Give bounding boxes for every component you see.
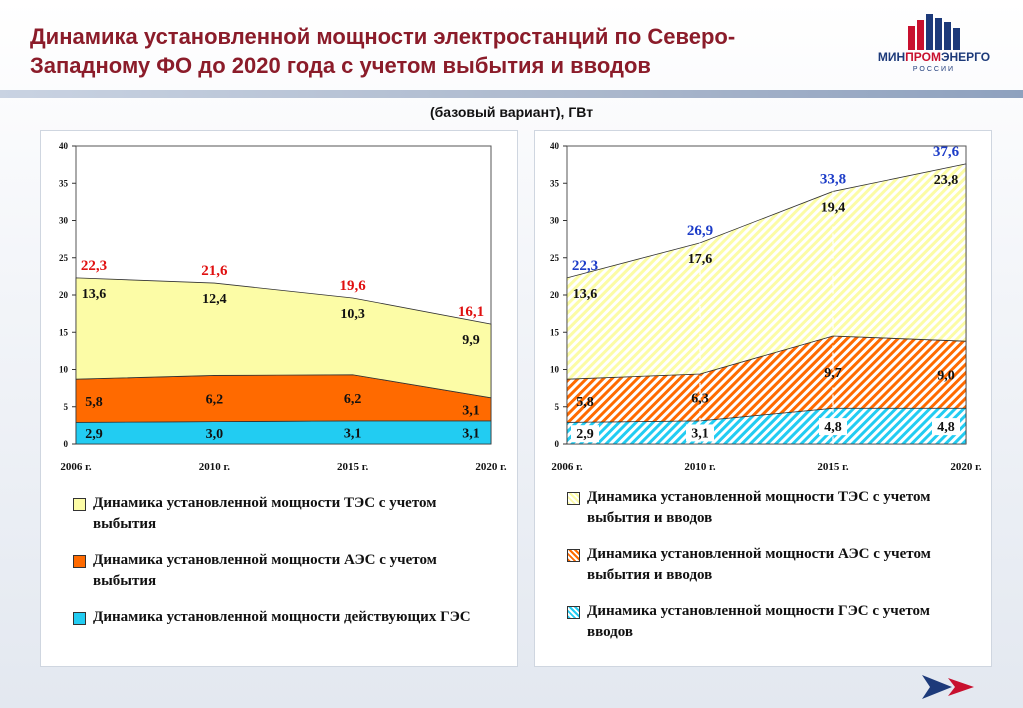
data-label-aes: 6,2 [344, 392, 362, 407]
data-label-ges: 3,1 [691, 426, 709, 441]
y-tick-label: 25 [550, 253, 560, 263]
data-label-tes: 12,4 [202, 292, 227, 307]
y-tick-label: 20 [550, 290, 560, 300]
area-ges [75, 420, 492, 445]
right-chart-legend: Динамика установленной мощности ТЭС с уч… [567, 487, 977, 657]
data-label-aes: 6,3 [691, 391, 709, 406]
page-title: Динамика установленной мощности электрос… [30, 24, 736, 78]
next-slide-arrows-icon[interactable] [918, 672, 988, 702]
x-tick-label: 2020 г. [950, 461, 982, 473]
chart-subtitle: (базовый вариант), ГВт [429, 104, 594, 120]
y-tick-label: 40 [59, 141, 69, 151]
y-tick-label: 25 [59, 253, 69, 263]
total-label: 16,1 [458, 304, 484, 320]
area-tes [75, 277, 492, 399]
data-label-ges: 3,0 [206, 427, 224, 442]
total-label: 19,6 [340, 278, 367, 294]
x-tick-label: 2020 г. [475, 461, 507, 473]
label-background [686, 424, 714, 442]
legend-swatch-tes [567, 492, 580, 505]
legend-swatch-ges [73, 612, 86, 625]
legend-label-ges: Динамика установленной мощности действую… [93, 609, 471, 625]
legend-label-tes: Динамика установленной мощности ТЭС с уч… [93, 495, 437, 532]
total-label: 37,6 [933, 144, 960, 160]
data-label-ges: 2,9 [576, 427, 594, 442]
right-chart-panel: 0 5 10 15 20 25 30 35 40 2006 г. 2010 г. 2015 г. 202… [534, 130, 992, 667]
legend-label-ges: Динамика установленной мощности ГЭС с уч… [587, 603, 930, 640]
label-background [571, 425, 599, 443]
y-tick-label: 15 [550, 327, 560, 337]
y-tick-label: 5 [555, 402, 560, 412]
y-tick-label: 0 [64, 439, 69, 449]
data-label-aes: 9,0 [937, 369, 955, 384]
left-stacked-area-chart: 0 5 10 15 20 25 30 35 40 2006 г. 2010 г. 2015 г. 202… [59, 141, 507, 473]
total-label: 33,8 [820, 171, 846, 187]
data-label-ges: 3,1 [462, 426, 480, 441]
y-tick-label: 40 [550, 141, 560, 151]
label-background [932, 418, 960, 436]
total-label: 22,3 [572, 258, 598, 274]
data-label-tes: 13,6 [573, 287, 598, 302]
data-label-aes: 5,8 [85, 395, 103, 410]
x-tick-label: 2006 г. [551, 461, 583, 473]
y-tick-label: 30 [59, 216, 69, 226]
logo-subtext: РОССИИ [912, 66, 956, 73]
data-label-ges: 2,9 [85, 427, 103, 442]
data-label-aes: 6,2 [206, 393, 224, 408]
data-label-aes: 3,1 [462, 403, 480, 418]
x-tick-label: 2010 г. [684, 461, 716, 473]
legend-swatch-ges [567, 606, 580, 619]
legend-swatch-aes [73, 555, 86, 568]
right-stacked-area-chart: 0 5 10 15 20 25 30 35 40 2006 г. 2010 г. 2015 г. 202… [550, 141, 982, 473]
label-background [819, 418, 847, 436]
legend-label-aes: Динамика установленной мощности АЭС с уч… [587, 546, 931, 583]
x-tick-label: 2010 г. [199, 461, 231, 473]
left-chart-panel: 0 5 10 15 20 25 30 35 40 2006 г. 2010 г. 2015 г. 202… [40, 130, 518, 667]
y-tick-label: 5 [64, 402, 69, 412]
header-stripe [0, 90, 1023, 98]
y-tick-label: 30 [550, 216, 560, 226]
data-label-tes: 19,4 [821, 200, 846, 215]
y-tick-label: 10 [550, 365, 560, 375]
ministry-logo-icon [908, 14, 960, 50]
legend-swatch-tes [73, 498, 86, 511]
data-label-tes: 10,3 [340, 307, 365, 322]
data-label-ges: 4,8 [824, 420, 842, 435]
left-chart-legend: Динамика установленной мощности ТЭС с уч… [73, 493, 493, 658]
data-label-aes: 9,7 [824, 366, 842, 381]
data-label-ges: 4,8 [937, 420, 955, 435]
x-tick-label: 2015 г. [817, 461, 849, 473]
y-tick-label: 0 [555, 439, 560, 449]
legend-swatch-aes [567, 549, 580, 562]
data-label-tes: 9,9 [462, 333, 480, 348]
data-label-tes: 17,6 [688, 252, 713, 267]
x-tick-label: 2015 г. [337, 461, 369, 473]
y-tick-label: 35 [550, 178, 560, 188]
logo-text: МИНПРОМЭНЕРГО [877, 50, 991, 64]
y-tick-label: 15 [59, 327, 69, 337]
legend-label-aes: Динамика установленной мощности АЭС с уч… [93, 552, 437, 589]
total-label: 21,6 [201, 263, 228, 279]
total-label: 22,3 [81, 258, 107, 274]
data-label-tes: 13,6 [82, 287, 107, 302]
y-tick-label: 35 [59, 178, 69, 188]
total-label: 26,9 [687, 223, 713, 239]
data-label-tes: 23,8 [934, 173, 959, 188]
area-tes [566, 163, 967, 380]
y-tick-label: 10 [59, 365, 69, 375]
data-label-aes: 5,8 [576, 395, 594, 410]
data-label-ges: 3,1 [344, 426, 362, 441]
legend-label-tes: Динамика установленной мощности ТЭС с уч… [587, 489, 931, 526]
y-tick-label: 20 [59, 290, 69, 300]
x-tick-label: 2006 г. [60, 461, 92, 473]
